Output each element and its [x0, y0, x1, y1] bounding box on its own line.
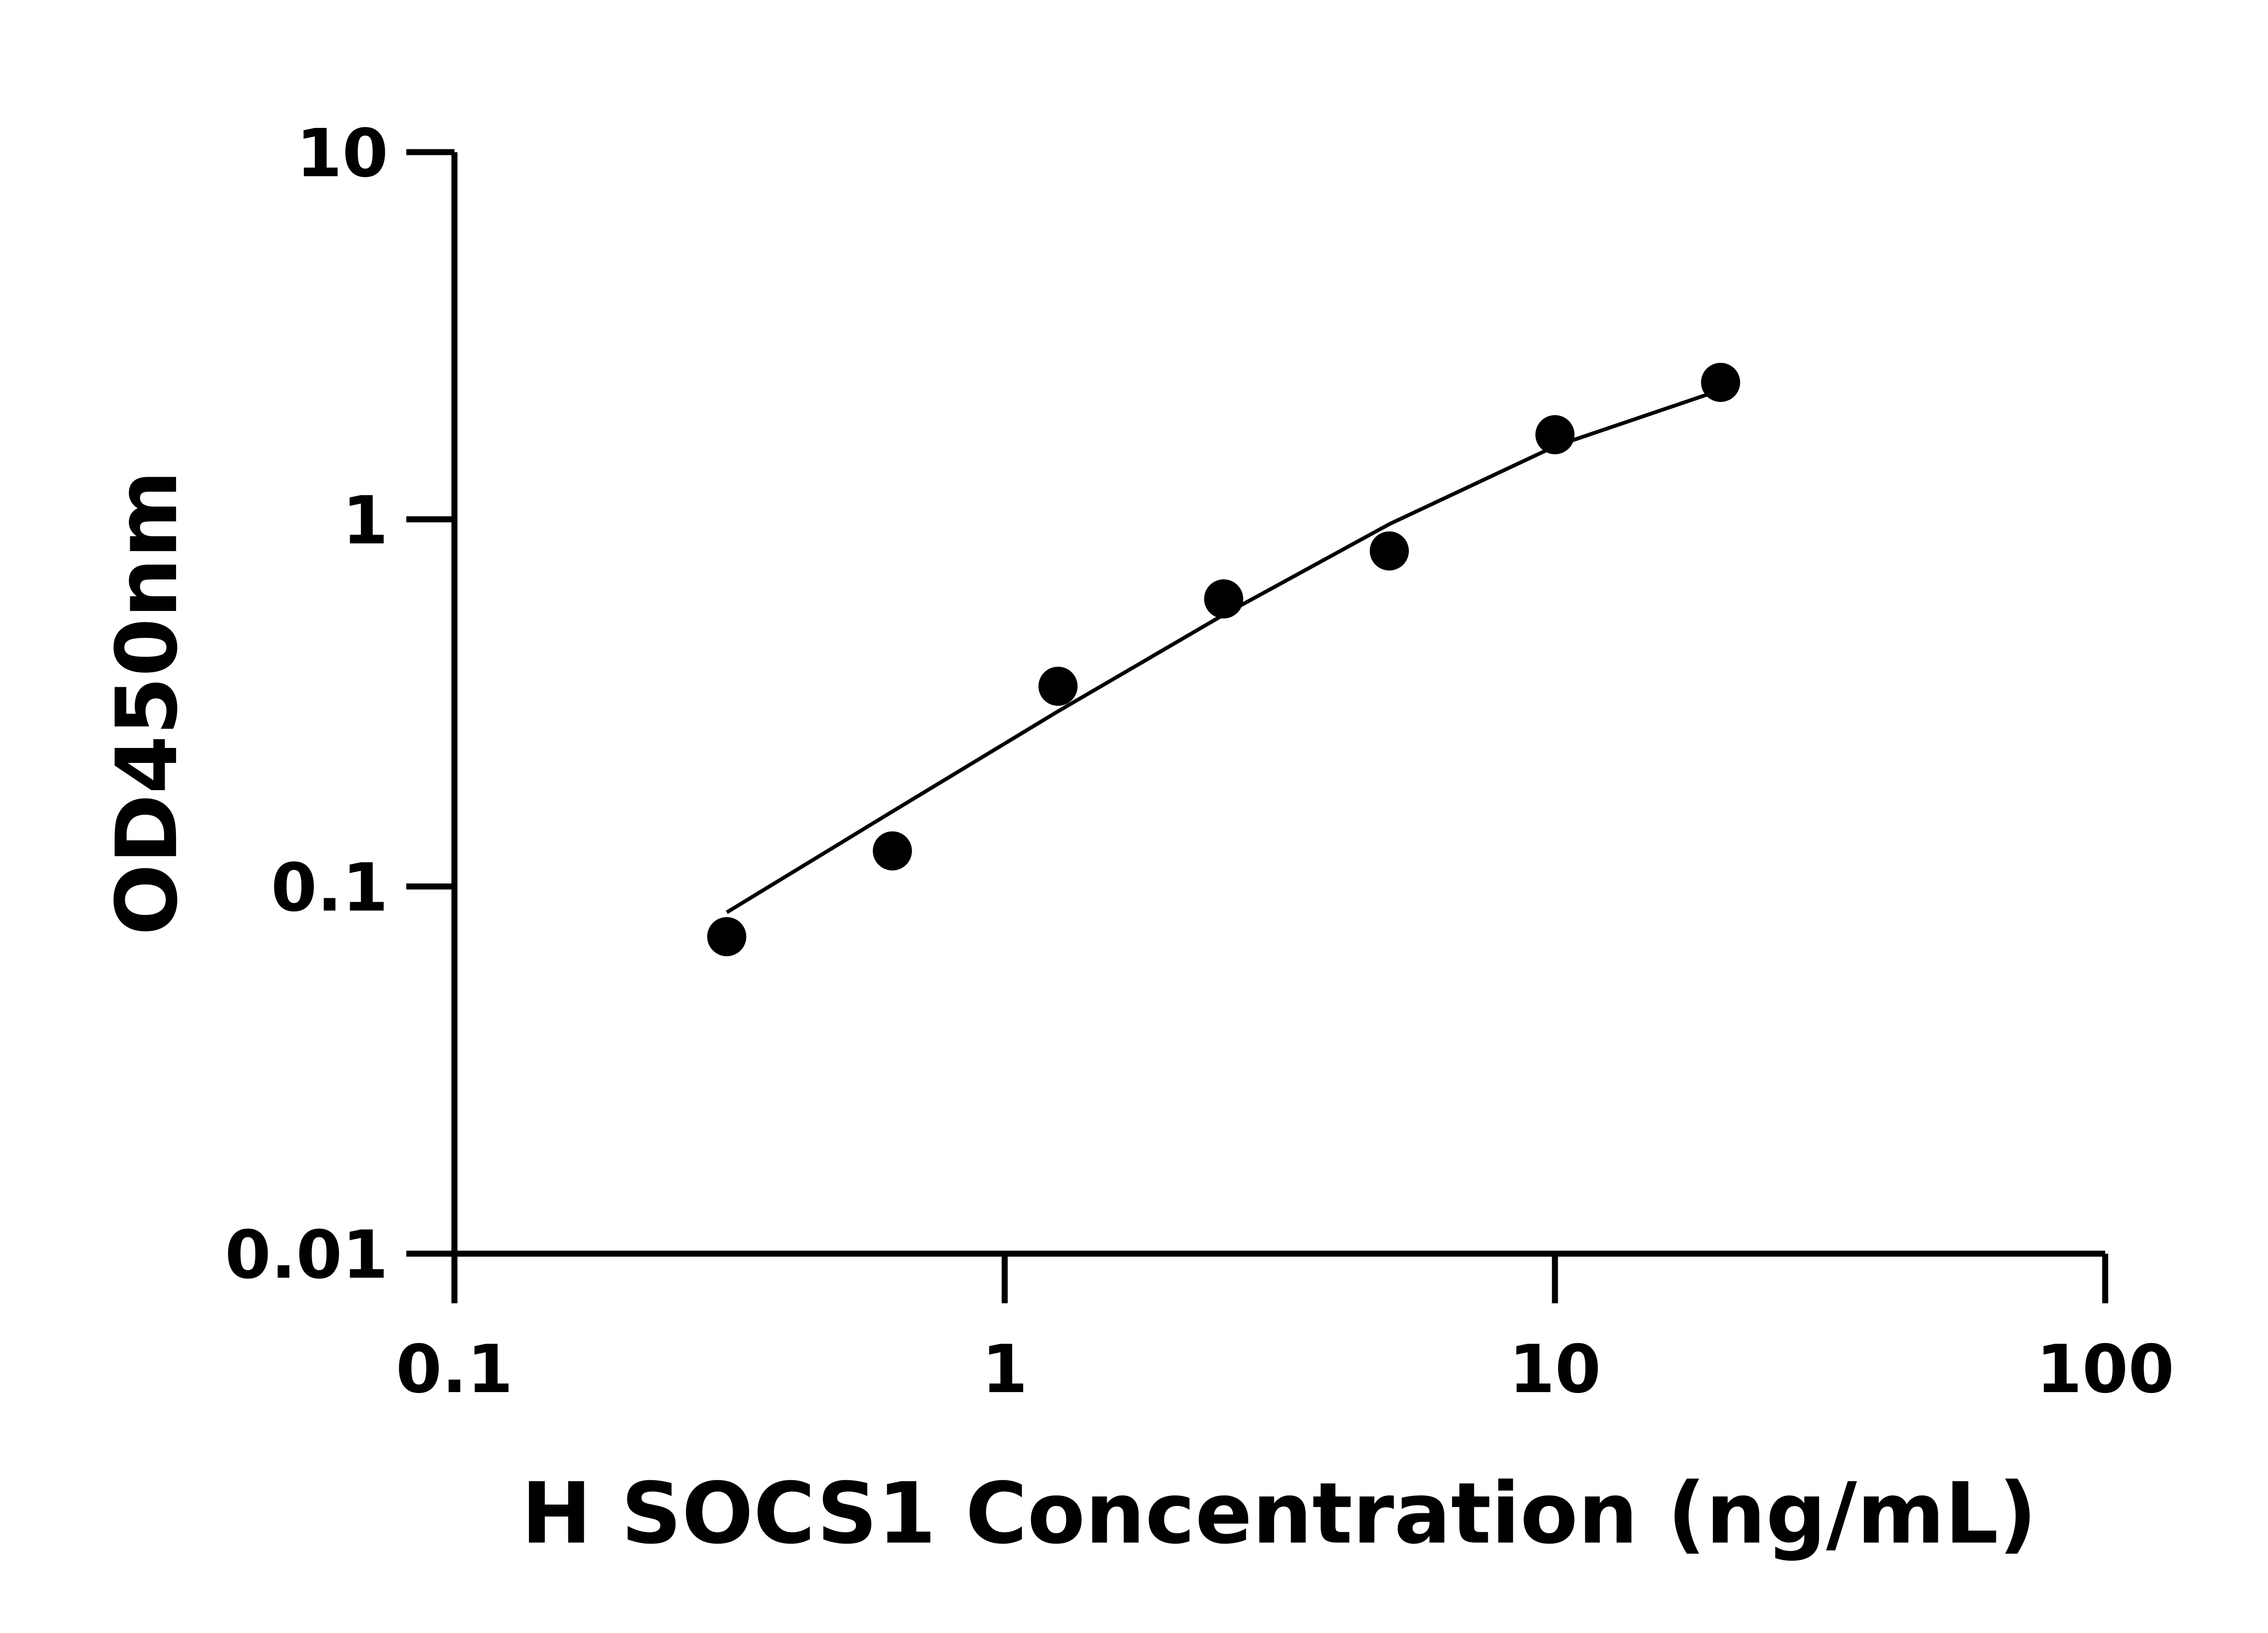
data-point [1369, 531, 1409, 571]
x-axis-label: H SOCS1 Concentration (ng/mL) [521, 1465, 2037, 1563]
x-tick-label: 100 [2036, 1331, 2175, 1408]
points-group [707, 362, 1740, 957]
x-tick-label: 0.1 [396, 1331, 513, 1408]
fit-curve [726, 388, 1721, 914]
x-tick-label: 10 [1509, 1331, 1601, 1408]
data-point [1701, 362, 1740, 402]
y-tick-label: 0.1 [271, 850, 388, 926]
fit-curve-group [726, 388, 1721, 914]
data-point [1535, 415, 1575, 455]
y-axis-label: OD450nm [98, 470, 196, 936]
x-tick-label: 1 [982, 1331, 1028, 1408]
y-tick-label: 0.01 [225, 1217, 388, 1294]
data-point [1038, 666, 1078, 706]
data-point [873, 831, 912, 870]
y-tick-label: 10 [296, 115, 388, 192]
data-point [707, 917, 747, 957]
y-tick-label: 1 [342, 483, 388, 559]
data-point [1204, 579, 1243, 619]
